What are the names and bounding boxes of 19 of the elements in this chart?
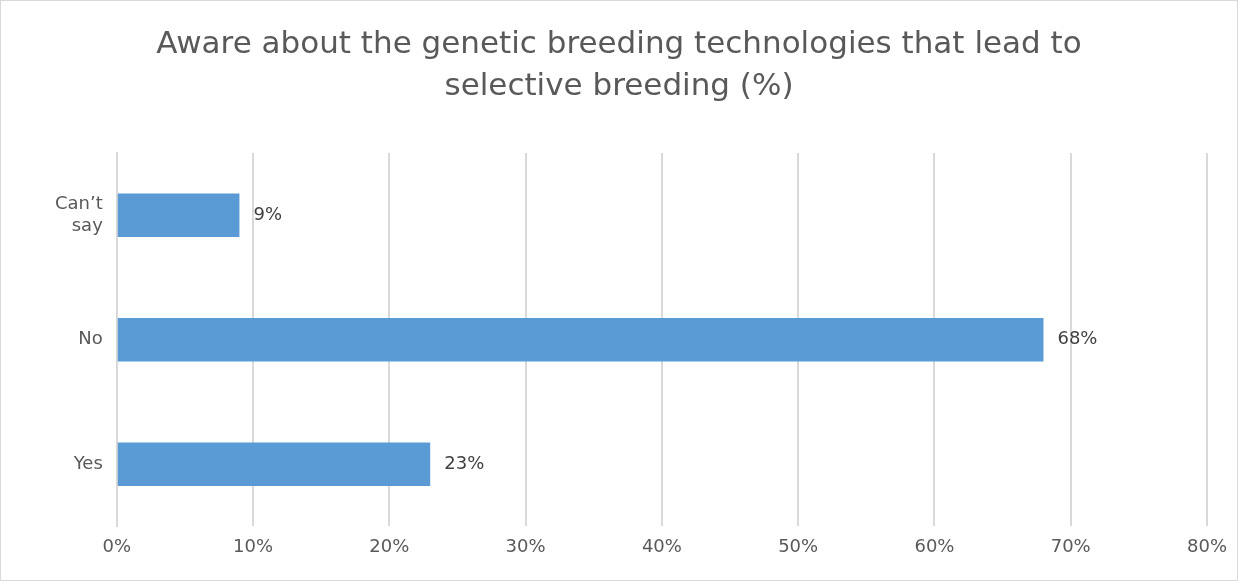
- data-label: 23%: [444, 451, 485, 473]
- x-tick-label: 80%: [1186, 534, 1227, 556]
- bar: [117, 442, 431, 486]
- x-tick-label: 60%: [914, 534, 955, 556]
- data-label: 9%: [253, 202, 282, 224]
- y-tick-label: Yes: [72, 451, 103, 473]
- y-tick-label: No: [78, 327, 103, 349]
- bar: [117, 193, 240, 238]
- data-label: 68%: [1057, 327, 1098, 349]
- x-tick-label: 50%: [778, 534, 819, 556]
- x-tick-label: 30%: [505, 534, 546, 556]
- x-tick-label: 70%: [1050, 534, 1091, 556]
- bar: [117, 317, 1044, 362]
- y-tick-label: Can’t say: [54, 192, 104, 235]
- x-tick-label: 10%: [233, 534, 274, 556]
- chart-title: Aware about the genetic breeding technologies that lead to selective breeding (%): [155, 23, 1083, 104]
- x-tick-label: 0%: [102, 534, 132, 556]
- x-tick-label: 20%: [369, 534, 410, 556]
- x-tick-label: 40%: [641, 534, 682, 556]
